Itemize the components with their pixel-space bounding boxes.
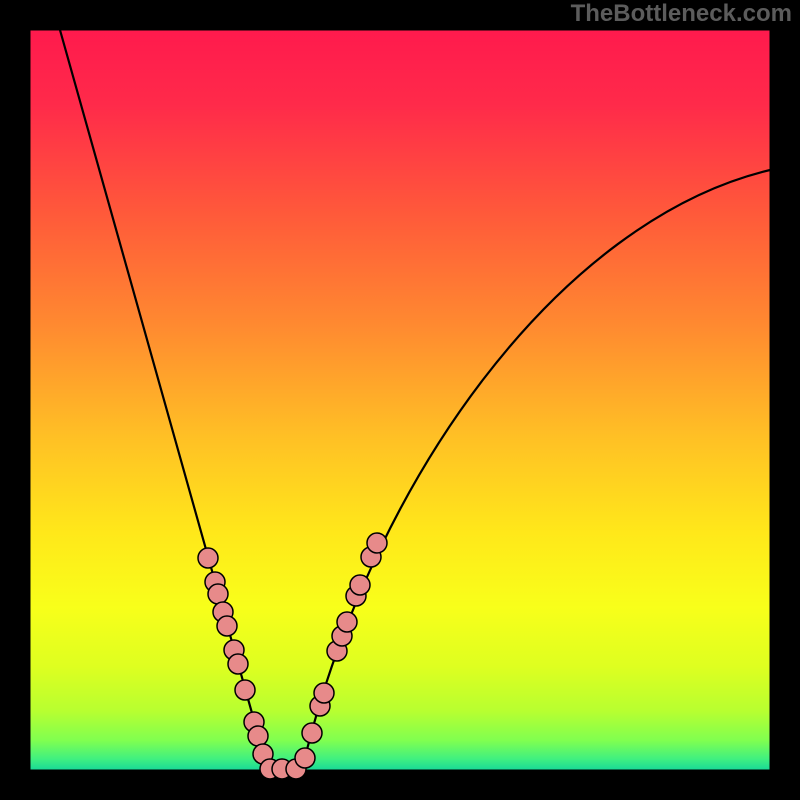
watermark-text: TheBottleneck.com [571,0,792,28]
chart-container: TheBottleneck.com [0,0,800,800]
plot-background [30,30,770,770]
data-marker [228,654,248,674]
data-marker [217,616,237,636]
data-marker [198,548,218,568]
data-marker [314,683,334,703]
bottleneck-chart [0,0,800,800]
data-marker [235,680,255,700]
data-marker [248,726,268,746]
data-marker [302,723,322,743]
data-marker [350,575,370,595]
data-marker [295,748,315,768]
data-marker [208,584,228,604]
data-marker [337,612,357,632]
data-marker [367,533,387,553]
